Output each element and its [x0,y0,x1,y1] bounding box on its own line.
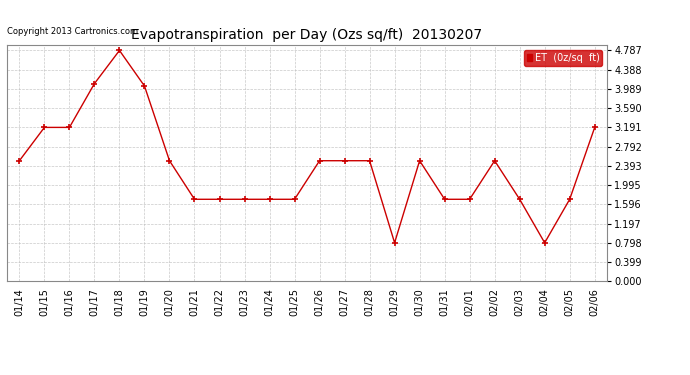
Legend: ET  (0z/sq  ft): ET (0z/sq ft) [524,50,602,66]
Text: Copyright 2013 Cartronics.com: Copyright 2013 Cartronics.com [7,27,138,36]
Title: Evapotranspiration  per Day (Ozs sq/ft)  20130207: Evapotranspiration per Day (Ozs sq/ft) 2… [132,28,482,42]
